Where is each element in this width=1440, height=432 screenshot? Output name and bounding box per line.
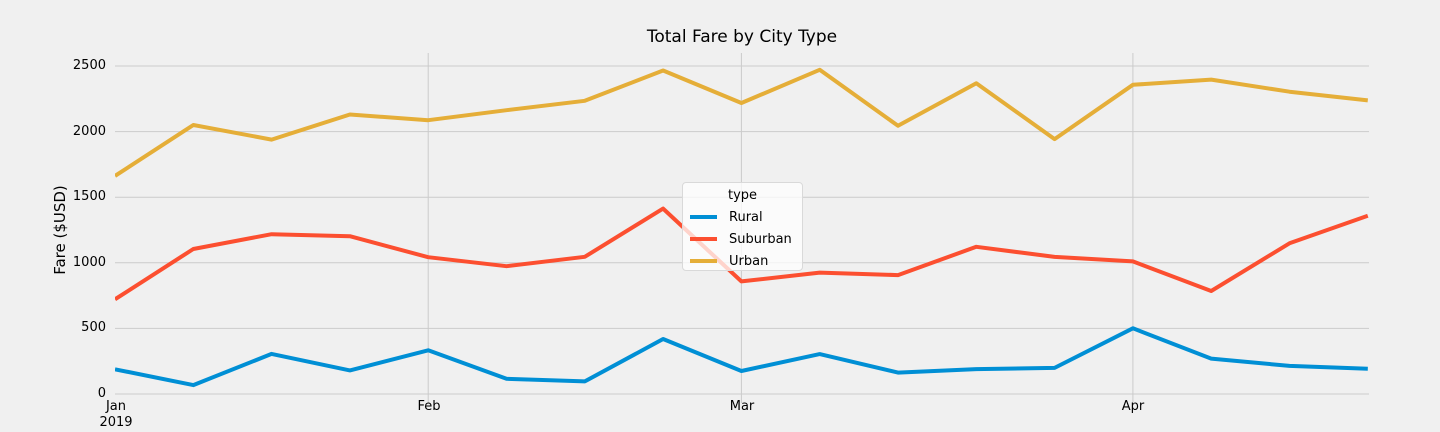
legend-line-swatch-rural xyxy=(690,215,717,219)
x-tick-label: Feb xyxy=(384,399,474,415)
legend-line-swatch-suburban xyxy=(690,237,717,241)
series-line-rural xyxy=(115,326,1368,388)
legend: type Rural Suburban Urban xyxy=(682,182,803,271)
x-tick-month: Apr xyxy=(1121,399,1145,414)
legend-items: Rural Suburban Urban xyxy=(683,206,802,272)
y-tick-label: 1000 xyxy=(72,255,106,270)
y-tick-label: 2500 xyxy=(72,58,106,73)
x-tick-label: Mar xyxy=(697,399,787,415)
legend-label: Rural xyxy=(729,209,763,225)
legend-item: Suburban xyxy=(683,228,802,250)
y-tick-label: 500 xyxy=(81,320,106,335)
chart-title: Total Fare by City Type xyxy=(646,27,838,47)
plot-area xyxy=(115,53,1369,403)
legend-line-swatch-urban xyxy=(690,259,717,263)
x-tick-year: 2019 xyxy=(99,415,133,430)
x-tick-month: Mar xyxy=(729,399,755,414)
y-tick-label: 2000 xyxy=(72,124,106,139)
y-tick-label: 0 xyxy=(97,386,106,401)
series-line-suburban xyxy=(115,206,1369,301)
legend-title: type xyxy=(727,188,758,203)
x-tick-label: Jan 2019 xyxy=(71,399,161,430)
x-tick-month: Jan xyxy=(105,399,127,414)
x-tick-label: Apr xyxy=(1088,399,1178,415)
legend-item: Urban xyxy=(683,250,802,272)
series-line-urban xyxy=(115,67,1369,178)
legend-item: Rural xyxy=(683,206,802,228)
legend-label: Urban xyxy=(729,253,769,269)
x-tick-month: Feb xyxy=(417,399,441,414)
legend-label: Suburban xyxy=(729,231,792,247)
y-tick-label: 1500 xyxy=(72,189,106,204)
